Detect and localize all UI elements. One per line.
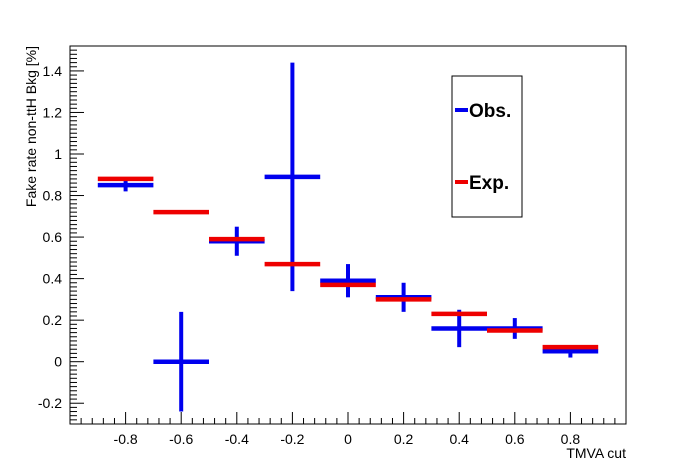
legend-label: Obs. — [469, 101, 511, 122]
y-tick-label: 0 — [54, 354, 62, 370]
x-tick-label: 0.4 — [449, 431, 469, 447]
y-tick-label: -0.2 — [38, 395, 62, 411]
y-tick-label: 1 — [54, 146, 62, 162]
legend-box — [451, 75, 523, 218]
y-tick-label: 0.4 — [43, 271, 63, 287]
x-tick-label: 0.8 — [561, 431, 581, 447]
axes: -0.8 -0.6 -0.4 -0.2 0 0.2 0.4 0.6 0.8 -0.2 0 0.2 0.… — [38, 45, 627, 447]
x-tick-label: 0.6 — [505, 431, 525, 447]
plot-frame — [69, 45, 627, 425]
legend: Obs. Exp. — [451, 75, 523, 218]
series-0 — [97, 62, 599, 412]
y-axis-ticks: -0.2 0 0.2 0.4 0.6 0.8 1 1.2 1.4 — [38, 45, 84, 425]
x-tick-label: -0.4 — [225, 431, 249, 447]
x-axis-label: TMVA cut — [566, 445, 626, 461]
x-tick-label: 0.2 — [394, 431, 414, 447]
y-tick-label: 0.6 — [43, 229, 63, 245]
y-tick-label: 1.4 — [43, 63, 63, 79]
x-tick-label: 0 — [344, 431, 352, 447]
x-tick-label: -0.8 — [114, 431, 138, 447]
series-1 — [97, 176, 599, 350]
x-tick-label: -0.2 — [280, 431, 304, 447]
y-tick-label: 0.2 — [43, 312, 63, 328]
y-tick-label: 1.2 — [43, 104, 63, 120]
x-axis-ticks: -0.8 -0.6 -0.4 -0.2 0 0.2 0.4 0.6 0.8 — [69, 412, 627, 447]
legend-label: Exp. — [469, 173, 509, 194]
series-layer — [97, 62, 599, 412]
x-tick-label: -0.6 — [169, 431, 193, 447]
y-axis-label: Fake rate non-ttH Bkg [%] — [23, 46, 39, 207]
y-tick-label: 0.8 — [43, 188, 63, 204]
